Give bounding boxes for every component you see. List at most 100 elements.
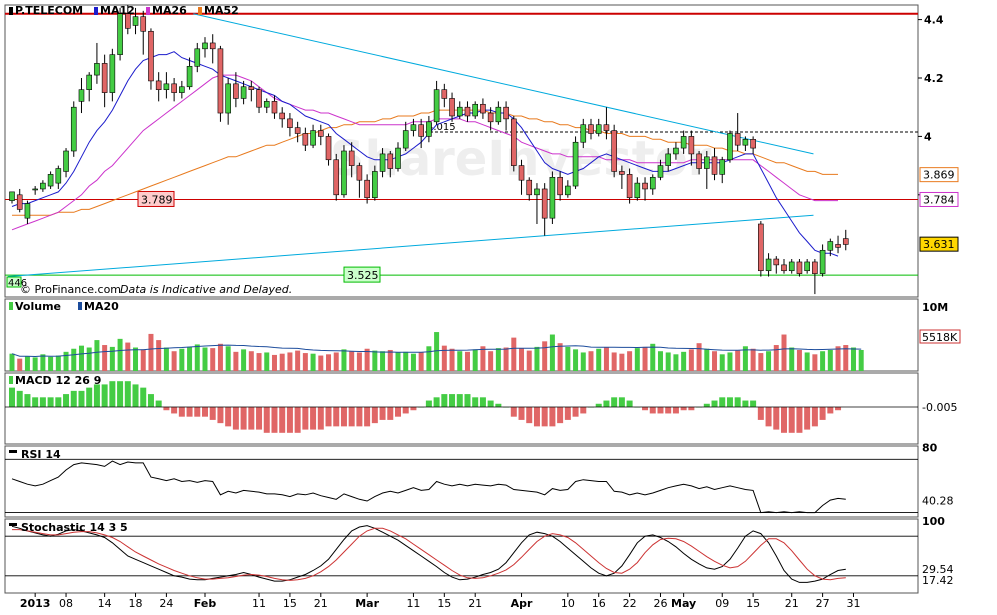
candle: [758, 223, 764, 272]
y-tick-label: 4.4: [924, 14, 944, 27]
candle: [186, 66, 193, 88]
candle: [812, 261, 818, 274]
macd-bar: [348, 407, 355, 427]
macd-bar: [232, 407, 239, 430]
macd-bar: [595, 403, 602, 407]
candle: [294, 127, 301, 134]
volume-bar: [171, 351, 177, 371]
candle: [503, 106, 509, 120]
candle: [402, 130, 409, 149]
macd-bar: [16, 390, 23, 407]
x-tick-label: 11: [406, 597, 420, 610]
candle: [472, 103, 479, 117]
volume-bar: [812, 354, 818, 371]
candle: [510, 118, 517, 166]
macd-bar: [194, 407, 201, 417]
candle: [55, 168, 62, 184]
volume-bar: [125, 342, 131, 371]
volume-bar: [789, 347, 795, 371]
candle: [24, 203, 31, 219]
candle: [526, 179, 533, 196]
candle: [788, 261, 795, 272]
volume-bar: [341, 349, 347, 371]
macd-bar: [495, 403, 502, 407]
candle: [302, 133, 309, 146]
macd-bar: [240, 407, 247, 430]
price-panel: [4, 4, 919, 298]
volume-bar: [194, 344, 200, 371]
macd-bar: [124, 381, 131, 407]
candle: [163, 83, 170, 90]
candle: [765, 258, 772, 272]
volume-bar: [472, 349, 478, 371]
stoch-y-label: 100: [922, 515, 945, 528]
volume-bar: [40, 354, 46, 371]
macd-bar: [611, 397, 618, 407]
macd-bar: [340, 407, 347, 427]
volume-bar: [426, 346, 432, 371]
volume-bar: [279, 353, 285, 371]
candle: [572, 141, 579, 187]
level-label: 3.789: [141, 193, 173, 206]
candle: [649, 176, 656, 190]
volume-bar: [441, 345, 447, 371]
candle: [271, 101, 278, 114]
x-tick-label: 18: [129, 597, 143, 610]
macd-bar: [32, 397, 39, 407]
macd-bar: [78, 390, 85, 407]
volume-bar: [688, 349, 694, 371]
volume-bar: [858, 349, 864, 371]
candle: [734, 133, 741, 146]
x-tick-label: 22: [623, 597, 637, 610]
volume-bar: [241, 349, 247, 371]
macd-title: MACD 12 26 9: [15, 374, 101, 387]
candle: [657, 165, 664, 178]
volume-bar: [835, 346, 841, 371]
macd-bar: [827, 407, 834, 414]
volume-bar: [410, 353, 416, 371]
x-tick-label: Feb: [194, 597, 217, 610]
x-tick-label: Mar: [355, 597, 379, 610]
legend-swatch: [146, 7, 150, 15]
source-badge-box: [6, 276, 22, 288]
macd-bar: [70, 390, 77, 407]
macd-bar: [580, 407, 587, 414]
x-tick-label: 21: [314, 597, 328, 610]
volume-bar: [619, 353, 625, 371]
volume-bar: [457, 351, 463, 371]
trend-line: [7, 214, 814, 278]
volume-bar: [179, 348, 185, 371]
macd-bar: [109, 381, 116, 407]
macd-bar: [742, 400, 749, 407]
candle: [626, 174, 633, 199]
stoch-title: Stochastic 14 3 5: [21, 521, 128, 534]
candle: [194, 48, 201, 67]
candle: [171, 83, 177, 93]
candle: [426, 121, 432, 137]
volume-bar: [271, 354, 277, 371]
macd-bar: [132, 384, 139, 407]
volume-tag: [919, 329, 961, 344]
volume-bar: [657, 351, 663, 371]
volume-bar: [843, 345, 849, 371]
volume-tag-label: 5518K: [922, 331, 958, 344]
candle: [827, 241, 834, 251]
candle: [534, 188, 540, 196]
price-tag: [919, 236, 959, 252]
volume-bar: [573, 349, 579, 371]
volume-bar: [24, 356, 30, 371]
volume-bar: [295, 350, 301, 371]
candle: [32, 188, 38, 191]
macd-bar: [93, 384, 100, 407]
candle: [70, 106, 77, 152]
legend-label: MA20: [84, 300, 119, 313]
candle: [688, 136, 695, 155]
candle: [47, 174, 54, 187]
candle: [256, 89, 262, 108]
candle: [387, 153, 394, 169]
volume-bar: [326, 354, 332, 371]
volume-bar: [356, 352, 362, 371]
macd-bar: [835, 407, 842, 411]
macd-bar: [479, 397, 486, 407]
volume-bar: [634, 348, 640, 371]
